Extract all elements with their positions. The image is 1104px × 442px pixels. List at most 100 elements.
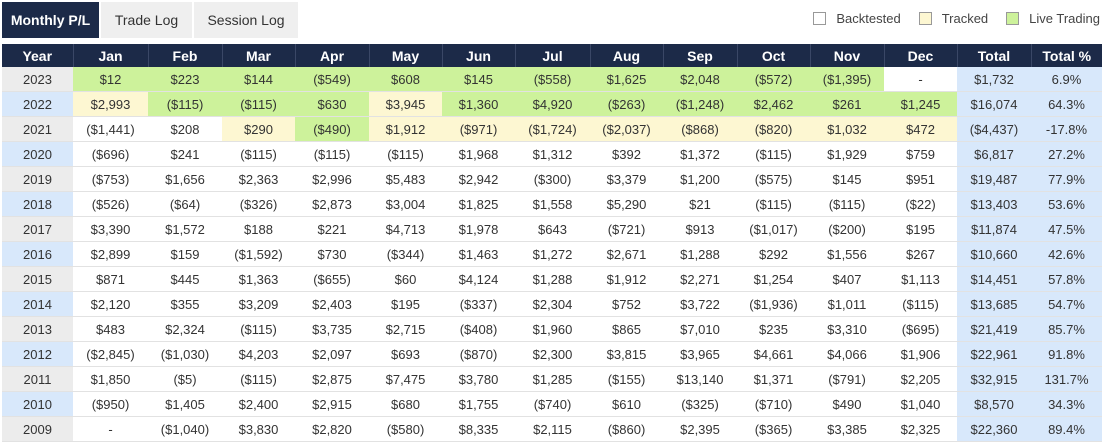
month-cell: $188 [222,216,295,242]
month-cell: $445 [148,266,222,292]
table-row: 2011 $1,850 ($5) ($115) $2,875 $7,475 $3,780 $1… [2,366,1102,392]
month-cell: $608 [369,67,442,92]
month-cell: - [73,416,148,442]
month-cell: ($1,248) [663,91,737,117]
row-total-percent-cell: 53.6% [1031,191,1102,217]
month-cell: ($325) [663,391,737,417]
row-total-percent-cell: 54.7% [1031,291,1102,317]
month-cell: $145 [810,166,884,192]
month-cell: $1,960 [515,316,590,342]
month-cell: $2,899 [73,241,148,267]
month-cell: $1,032 [810,116,884,142]
month-cell: ($820) [737,116,810,142]
month-cell: $1,558 [515,191,590,217]
month-cell: ($971) [442,116,515,142]
month-cell: $1,556 [810,241,884,267]
table-row: 2019 ($753) $1,656 $2,363 $2,996 $5,483 $2,942… [2,166,1102,192]
month-cell: ($326) [222,191,295,217]
month-cell: $235 [737,316,810,342]
tab-monthly-pl[interactable]: Monthly P/L [2,2,99,38]
row-total-cell: $11,874 [957,216,1031,242]
month-cell: $472 [884,116,957,142]
month-cell: ($1,017) [737,216,810,242]
row-total-cell: $13,403 [957,191,1031,217]
month-cell: $4,066 [810,341,884,367]
month-cell: $1,968 [442,141,515,167]
month-cell: $1,912 [369,116,442,142]
month-cell: $1,040 [884,391,957,417]
month-cell: ($64) [148,191,222,217]
month-cell: $2,915 [295,391,369,417]
month-cell: $5,483 [369,166,442,192]
month-cell: $13,140 [663,366,737,392]
tab-trade-log[interactable]: Trade Log [101,2,192,38]
row-total-cell: $21,419 [957,316,1031,342]
month-cell: $693 [369,341,442,367]
legend-item-live-trading: Live Trading [1006,11,1100,26]
month-cell: $1,906 [884,341,957,367]
month-cell: $1,272 [515,241,590,267]
month-cell: ($115) [737,141,810,167]
row-total-percent-cell: 57.8% [1031,266,1102,292]
year-cell: 2011 [2,366,73,392]
month-cell: $3,310 [810,316,884,342]
column-header-dec: Dec [884,44,958,67]
year-cell: 2023 [2,67,73,92]
month-cell: $1,360 [442,91,515,117]
month-cell: ($860) [590,416,663,442]
month-cell: $3,945 [369,91,442,117]
month-cell: $2,115 [515,416,590,442]
tab-session-log[interactable]: Session Log [194,2,298,38]
month-cell: $267 [884,241,957,267]
month-cell: $1,288 [515,266,590,292]
month-cell: $3,815 [590,341,663,367]
month-cell: $144 [222,67,295,92]
month-cell: $21 [663,191,737,217]
month-cell: ($753) [73,166,148,192]
month-cell: $951 [884,166,957,192]
month-cell: ($115) [222,366,295,392]
month-cell: $3,965 [663,341,737,367]
table-row: 2020 ($696) $241 ($115) ($115) ($115) $1,968 $1… [2,141,1102,167]
month-cell: ($526) [73,191,148,217]
month-cell: $2,671 [590,241,663,267]
month-cell: ($1,441) [73,116,148,142]
month-cell: $1,929 [810,141,884,167]
column-header-sep: Sep [663,44,738,67]
month-cell: $1,850 [73,366,148,392]
month-cell: $1,363 [222,266,295,292]
month-cell: $490 [810,391,884,417]
month-cell: ($950) [73,391,148,417]
month-cell: $759 [884,141,957,167]
month-cell: $159 [148,241,222,267]
month-cell: $4,713 [369,216,442,242]
month-cell: $1,656 [148,166,222,192]
month-cell: ($115) [222,141,295,167]
month-cell: ($365) [737,416,810,442]
row-total-cell: ($4,437) [957,116,1031,142]
month-cell: $4,920 [515,91,590,117]
month-cell: $2,820 [295,416,369,442]
month-cell: $610 [590,391,663,417]
row-total-percent-cell: 85.7% [1031,316,1102,342]
year-cell: 2020 [2,141,73,167]
row-total-percent-cell: 131.7% [1031,366,1102,392]
month-cell: $2,271 [663,266,737,292]
table-row: 2018 ($526) ($64) ($326) $2,873 $3,004 $1,825 $… [2,191,1102,217]
month-cell: ($115) [222,91,295,117]
month-cell: $208 [148,116,222,142]
month-cell: ($490) [295,116,369,142]
month-cell: $12 [73,67,148,92]
month-cell: ($408) [442,316,515,342]
month-cell: ($791) [810,366,884,392]
month-cell: ($1,724) [515,116,590,142]
table-row: 2010 ($950) $1,405 $2,400 $2,915 $680 $1,755 ($… [2,391,1102,417]
month-cell: $2,097 [295,341,369,367]
month-cell: $1,245 [884,91,957,117]
month-cell: $3,735 [295,316,369,342]
month-cell: ($1,592) [222,241,295,267]
column-header-jul: Jul [515,44,591,67]
month-cell: ($2,037) [590,116,663,142]
month-cell: $871 [73,266,148,292]
month-cell: $2,120 [73,291,148,317]
